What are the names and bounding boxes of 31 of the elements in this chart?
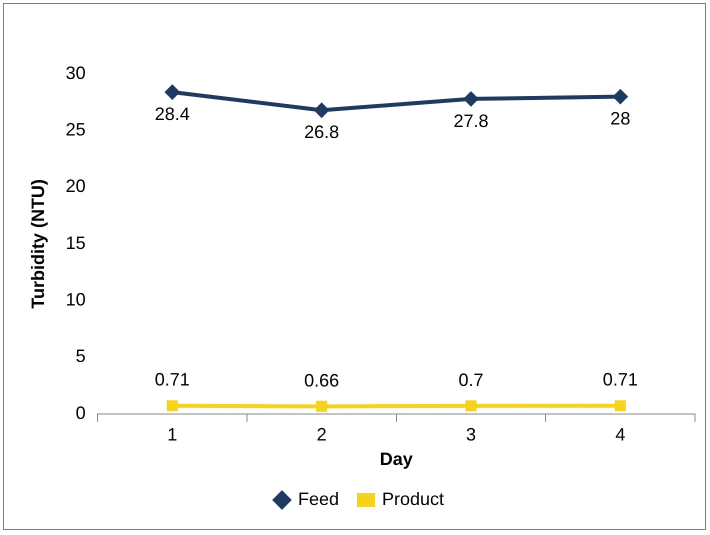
y-tick-label: 15 <box>66 232 86 253</box>
data-label: 0.7 <box>458 370 484 390</box>
data-label: 27.8 <box>453 110 489 131</box>
point <box>166 400 178 412</box>
x-axis-title: Day <box>380 449 413 470</box>
data-label: 28 <box>610 108 630 129</box>
data-label: 28.4 <box>154 104 190 124</box>
y-tick-label: 10 <box>66 290 86 310</box>
y-tick-label: 20 <box>66 176 86 196</box>
legend-label: Product <box>382 488 444 509</box>
point <box>614 400 626 412</box>
legend-label: Feed <box>298 488 339 509</box>
point <box>465 400 477 412</box>
point <box>613 90 628 104</box>
point <box>464 92 478 106</box>
y-axis-title: Turbidity (NTU) <box>28 179 48 309</box>
data-label: 0.71 <box>602 370 638 390</box>
data-label: 0.66 <box>304 370 340 390</box>
y-tick-label: 25 <box>66 120 86 140</box>
point <box>165 85 180 100</box>
point <box>314 103 329 118</box>
data-label: 26.8 <box>304 122 340 142</box>
y-tick-label: 30 <box>66 62 86 83</box>
y-tick-label: 0 <box>76 402 86 423</box>
x-tick-label: 3 <box>466 424 476 445</box>
x-tick-label: 2 <box>316 424 327 445</box>
x-tick-label: 1 <box>167 424 178 445</box>
y-tick-label: 5 <box>76 346 86 366</box>
x-tick-label: 4 <box>615 424 626 445</box>
data-label: 0.71 <box>154 370 190 390</box>
point <box>316 400 328 412</box>
